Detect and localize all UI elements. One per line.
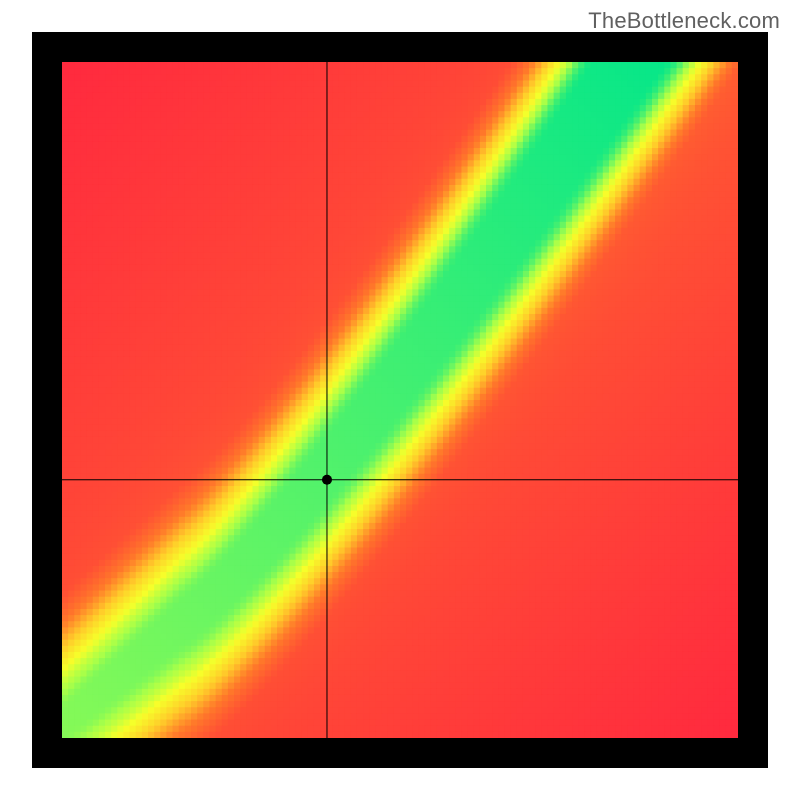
heatmap-canvas — [32, 32, 768, 768]
root: TheBottleneck.com — [0, 0, 800, 800]
watermark-text: TheBottleneck.com — [588, 8, 780, 34]
plot-frame — [32, 32, 768, 768]
